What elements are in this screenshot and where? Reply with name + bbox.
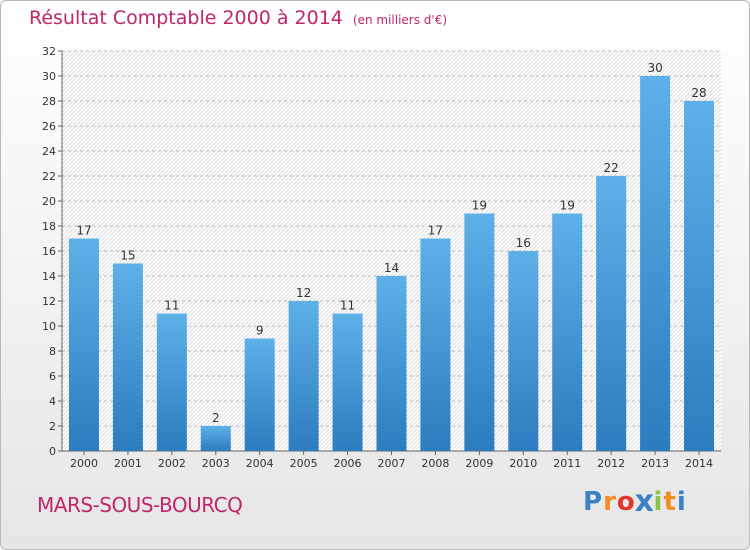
x-tick-label-2013: 2013	[641, 457, 669, 470]
value-label-2010: 16	[516, 236, 531, 250]
x-tick-label-2003: 2003	[202, 457, 230, 470]
value-label-2014: 28	[691, 86, 706, 100]
value-label-2002: 11	[164, 299, 179, 313]
bar-2006	[332, 313, 363, 451]
x-tick-label-2012: 2012	[597, 457, 625, 470]
x-tick-label-2002: 2002	[158, 457, 186, 470]
x-tick-label-2000: 2000	[70, 457, 98, 470]
x-tick-label-2014: 2014	[685, 457, 713, 470]
x-tick-label-2006: 2006	[334, 457, 362, 470]
x-tick-label-2004: 2004	[246, 457, 274, 470]
y-tick-label: 30	[42, 70, 56, 83]
x-tick-label-2010: 2010	[509, 457, 537, 470]
x-tick-label-2009: 2009	[465, 457, 493, 470]
bar-2008	[420, 238, 451, 451]
city-name: MARS-SOUS-BOURCQ	[37, 493, 243, 517]
bar-2007	[376, 276, 407, 451]
value-label-2000: 17	[76, 224, 91, 238]
value-label-2005: 12	[296, 286, 311, 300]
brand-letter: x	[634, 484, 655, 520]
proxiti-logo: Proxiti	[583, 484, 687, 520]
bar-2009	[464, 213, 495, 451]
y-tick-label: 8	[49, 345, 56, 358]
value-label-2006: 11	[340, 299, 355, 313]
y-tick-label: 10	[42, 320, 56, 333]
y-tick-label: 14	[42, 270, 56, 283]
y-tick-label: 16	[42, 245, 56, 258]
bar-2000	[68, 238, 99, 451]
bar-2012	[596, 176, 627, 451]
value-label-2008: 17	[428, 224, 443, 238]
value-label-2001: 15	[120, 249, 135, 263]
brand-letter: i	[676, 487, 687, 517]
brand-letter: r	[603, 487, 617, 517]
chart-subtitle: (en milliers d'€)	[352, 13, 448, 27]
y-tick-label: 32	[42, 45, 56, 58]
value-label-2013: 30	[647, 61, 662, 75]
y-tick-label: 18	[42, 220, 56, 233]
value-label-2012: 22	[604, 161, 619, 175]
x-tick-label-2005: 2005	[290, 457, 318, 470]
chart-title: Résultat Comptable 2000 à 2014 (en millie…	[29, 7, 447, 29]
bar-2014	[684, 101, 715, 451]
brand-letter: t	[663, 487, 677, 517]
y-tick-label: 26	[42, 120, 56, 133]
value-label-2011: 19	[560, 199, 575, 213]
y-tick-label: 28	[42, 95, 56, 108]
value-label-2003: 2	[212, 411, 220, 425]
bar-2013	[640, 76, 671, 451]
x-tick-label-2011: 2011	[553, 457, 581, 470]
y-tick-label: 12	[42, 295, 56, 308]
y-tick-label: 6	[49, 370, 56, 383]
x-tick-label-2007: 2007	[378, 457, 406, 470]
y-tick-label: 24	[42, 145, 56, 158]
y-tick-label: 2	[49, 420, 56, 433]
bar-2001	[112, 263, 143, 451]
y-tick-label: 22	[42, 170, 56, 183]
chart-title-main: Résultat Comptable 2000 à 2014	[29, 7, 343, 29]
bar-2010	[508, 251, 539, 451]
bar-2005	[288, 301, 319, 451]
y-tick-label: 0	[49, 445, 56, 458]
x-tick-label-2001: 2001	[114, 457, 142, 470]
value-label-2007: 14	[384, 261, 399, 275]
value-label-2009: 19	[472, 199, 487, 213]
bar-2004	[244, 338, 275, 451]
y-tick-label: 20	[42, 195, 56, 208]
x-tick-label-2008: 2008	[421, 457, 449, 470]
bar-2011	[552, 213, 583, 451]
brand-letter: o	[616, 487, 636, 517]
value-label-2004: 9	[256, 324, 264, 338]
brand-letter: P	[583, 487, 604, 517]
y-tick-label: 4	[49, 395, 56, 408]
brand-letter: i	[653, 487, 664, 517]
bar-2003	[200, 426, 231, 451]
bar-2002	[156, 313, 187, 451]
